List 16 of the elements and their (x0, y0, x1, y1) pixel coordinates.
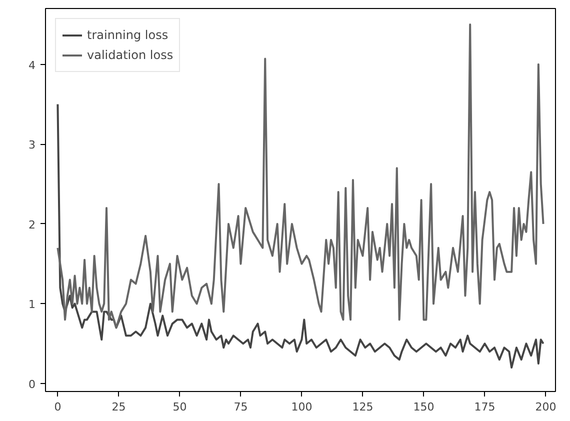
y-tick-label: 1 (28, 298, 36, 312)
x-tick-label: 25 (112, 400, 126, 414)
y-tick-label: 3 (28, 138, 36, 152)
x-tick-label: 200 (535, 400, 556, 414)
x-tick-label: 125 (352, 400, 374, 414)
y-tick-label: 2 (28, 218, 36, 232)
y-tick-label: 4 (28, 58, 36, 72)
x-tick-label: 100 (291, 400, 312, 414)
legend-label: validation loss (87, 48, 174, 62)
x-tick-label: 175 (474, 400, 496, 414)
x-tick-label: 50 (172, 400, 187, 414)
x-tick-label: 0 (54, 400, 62, 414)
x-tick-label: 75 (234, 400, 248, 414)
legend-label: trainning loss (87, 28, 168, 42)
x-tick-label: 150 (413, 400, 434, 414)
y-tick-label: 0 (28, 378, 36, 392)
